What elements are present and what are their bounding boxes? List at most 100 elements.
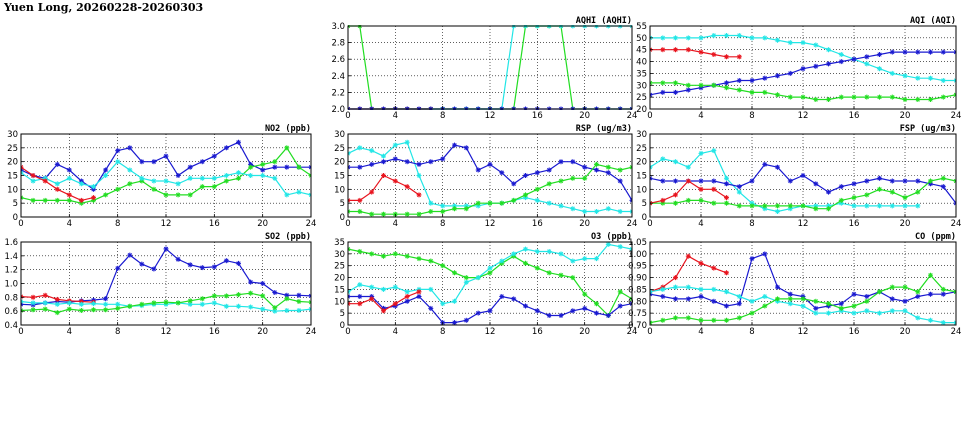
y-tick-label: 50 bbox=[636, 34, 647, 44]
data-point-green bbox=[928, 97, 933, 102]
y-tick-label: 0.85 bbox=[628, 285, 647, 295]
data-point-cyan bbox=[236, 303, 241, 309]
data-point-blue bbox=[404, 159, 410, 165]
data-point-green bbox=[357, 249, 363, 254]
data-point-blue bbox=[139, 261, 145, 267]
data-point-green bbox=[54, 310, 60, 316]
x-tick-label: 8 bbox=[115, 327, 120, 337]
data-point-blue bbox=[127, 145, 133, 151]
data-point-blue bbox=[787, 178, 793, 184]
data-point-green bbox=[826, 301, 831, 307]
data-point-blue bbox=[813, 305, 819, 311]
x-tick-label: 8 bbox=[440, 111, 445, 121]
data-point-green bbox=[534, 186, 540, 192]
data-point-blue bbox=[749, 178, 755, 184]
x-tick-label: 12 bbox=[798, 111, 809, 121]
data-point-green bbox=[813, 298, 819, 304]
plot-area bbox=[21, 139, 311, 206]
data-point-blue bbox=[115, 148, 121, 154]
y-tick-label: 20 bbox=[636, 158, 647, 168]
data-point-green bbox=[523, 260, 528, 266]
data-point-red bbox=[673, 47, 678, 53]
data-point-green bbox=[127, 303, 133, 309]
data-point-cyan bbox=[749, 35, 755, 41]
data-point-blue bbox=[877, 175, 882, 181]
chart-title: NO2 (ppb) bbox=[265, 124, 311, 134]
data-point-green bbox=[775, 296, 780, 302]
data-point-blue bbox=[348, 294, 351, 299]
x-tick-label: 4 bbox=[698, 327, 703, 337]
data-point-green bbox=[199, 296, 205, 302]
data-point-blue bbox=[864, 178, 870, 184]
data-point-blue bbox=[915, 178, 921, 184]
data-point-cyan bbox=[416, 173, 422, 178]
data-point-green bbox=[953, 92, 956, 98]
x-tick-label: 12 bbox=[485, 327, 496, 337]
data-point-cyan bbox=[463, 279, 469, 285]
x-tick-label: 20 bbox=[900, 327, 911, 337]
data-point-green bbox=[594, 301, 599, 307]
data-point-blue bbox=[463, 317, 469, 323]
data-point-cyan bbox=[605, 241, 611, 247]
data-point-green bbox=[175, 300, 181, 306]
data-point-cyan bbox=[308, 306, 311, 312]
data-point-green bbox=[42, 306, 48, 312]
data-point-green bbox=[650, 320, 653, 326]
data-point-red bbox=[698, 49, 704, 55]
x-tick-label: 24 bbox=[306, 219, 317, 229]
data-point-green bbox=[348, 209, 351, 214]
data-point-cyan bbox=[877, 310, 882, 316]
data-point-blue bbox=[296, 292, 302, 298]
data-point-cyan bbox=[392, 284, 398, 290]
data-point-green bbox=[78, 308, 84, 313]
data-point-blue bbox=[499, 294, 505, 299]
data-point-green bbox=[499, 200, 505, 206]
data-point-blue bbox=[685, 296, 691, 302]
data-point-cyan bbox=[864, 308, 870, 314]
x-tick-label: 20 bbox=[579, 327, 590, 337]
data-point-cyan bbox=[940, 320, 946, 326]
x-tick-label: 16 bbox=[849, 111, 860, 121]
data-point-cyan bbox=[66, 300, 72, 306]
x-tick-label: 20 bbox=[579, 111, 590, 121]
data-point-green bbox=[800, 94, 806, 100]
y-tick-label: 0 bbox=[340, 321, 345, 331]
data-point-cyan bbox=[570, 258, 576, 264]
data-point-green bbox=[211, 293, 217, 299]
data-point-green bbox=[428, 258, 434, 264]
y-tick-label: 0.75 bbox=[628, 309, 647, 319]
y-tick-label: 10 bbox=[7, 185, 18, 195]
y-tick-label: 2.4 bbox=[331, 72, 345, 82]
data-point-green bbox=[851, 94, 857, 100]
data-point-green bbox=[660, 80, 666, 86]
y-tick-label: 15 bbox=[334, 285, 345, 295]
data-point-green bbox=[698, 317, 704, 323]
data-point-cyan bbox=[163, 178, 169, 184]
data-point-blue bbox=[523, 303, 528, 309]
x-tick-label: 16 bbox=[209, 327, 220, 337]
data-point-cyan bbox=[357, 282, 363, 288]
x-tick-label: 0 bbox=[18, 219, 23, 229]
data-point-cyan bbox=[91, 184, 96, 190]
data-point-red bbox=[724, 195, 729, 201]
data-point-cyan bbox=[511, 251, 517, 257]
x-tick-label: 0 bbox=[345, 219, 350, 229]
data-point-cyan bbox=[30, 300, 36, 306]
data-point-green bbox=[864, 192, 870, 198]
data-point-cyan bbox=[902, 73, 908, 79]
data-point-blue bbox=[308, 164, 311, 170]
data-point-green bbox=[915, 289, 921, 295]
data-point-red bbox=[381, 308, 386, 314]
data-point-blue bbox=[902, 49, 908, 55]
x-tick-label: 8 bbox=[749, 219, 754, 229]
data-point-blue bbox=[724, 181, 729, 187]
data-point-cyan bbox=[151, 178, 157, 184]
data-point-green bbox=[724, 317, 729, 323]
data-point-green bbox=[570, 275, 576, 281]
data-point-green bbox=[369, 211, 375, 217]
data-point-cyan bbox=[248, 304, 254, 310]
data-point-green bbox=[546, 181, 552, 187]
data-point-green bbox=[357, 209, 363, 214]
y-tick-label: 3.0 bbox=[331, 22, 345, 32]
